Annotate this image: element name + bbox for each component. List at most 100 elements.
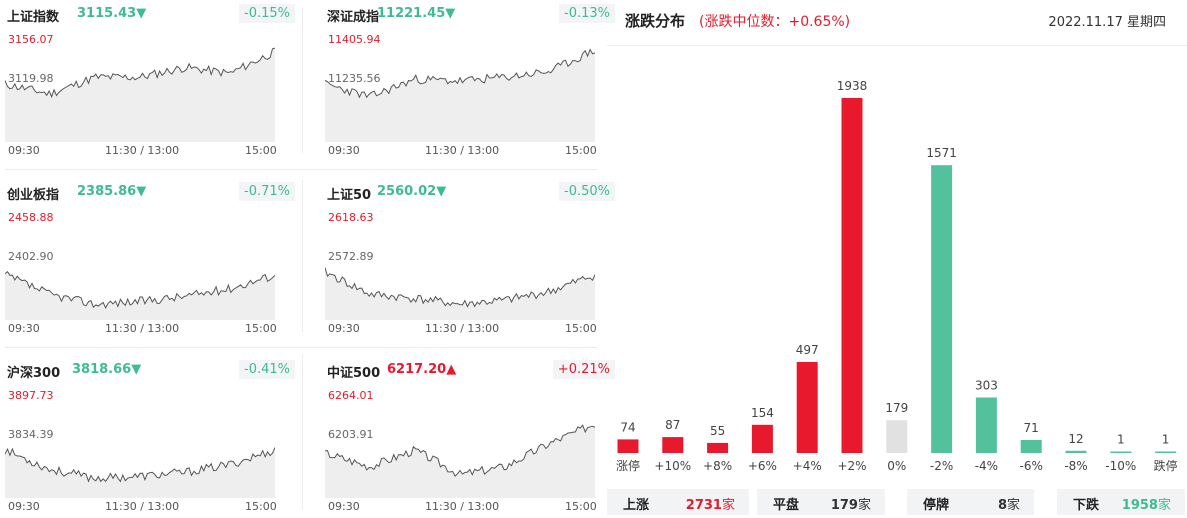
index-price: 2560.02▼ [377, 184, 447, 199]
index-header: 上证指数 3115.43▼ -0.15% [5, 0, 295, 26]
index-panel-zz500[interactable]: 中证500 6217.20▲ +0.21% 6264.01 6203.91 61… [325, 356, 615, 516]
row-divider [5, 169, 597, 170]
index-change-badge: -0.71% [239, 182, 295, 201]
index-panel-sh[interactable]: 上证指数 3115.43▼ -0.15% 3156.07 3119.98 308… [5, 0, 295, 160]
time-mid-label: 11:30 / 13:00 [105, 144, 180, 157]
stat-rise-value: 2731家 [685, 498, 735, 513]
time-start-label: 09:30 [8, 500, 40, 513]
axis-mid-label: 3834.39 [8, 428, 54, 441]
bar-0 [617, 439, 639, 453]
index-price: 2385.86▼ [77, 184, 147, 199]
down-arrow-icon: ▼ [136, 6, 147, 21]
bar-category-label: -8% [1064, 459, 1087, 473]
stat-suspended-label: 停牌 [923, 498, 950, 513]
bar-category-label: +4% [793, 459, 822, 473]
distribution-divider [607, 45, 1187, 46]
intraday-chart [5, 47, 275, 142]
time-start-label: 09:30 [8, 144, 40, 157]
distribution-date: 2022.11.17 星期四 [1048, 15, 1166, 30]
index-panel-hs300[interactable]: 沪深300 3818.66▼ -0.41% 3897.73 3834.39 37… [5, 356, 295, 516]
axis-high-label: 2458.88 [8, 211, 54, 224]
index-change-badge: -0.15% [239, 4, 295, 23]
index-name: 沪深300 [7, 366, 61, 381]
distribution-median: (涨跌中位数：+0.65%) [699, 14, 851, 30]
time-start-label: 09:30 [328, 500, 360, 513]
bar-category-label: +2% [837, 459, 866, 473]
bar-category-label: -4% [975, 459, 998, 473]
time-mid-label: 11:30 / 13:00 [425, 322, 500, 335]
intraday-chart [325, 48, 595, 142]
time-start-label: 09:30 [328, 322, 360, 335]
index-panel-sz50[interactable]: 上证50 2560.02▼ -0.50% 2618.63 2572.89 252… [325, 178, 615, 338]
bar-category-label: -6% [1020, 459, 1043, 473]
bar-3 [751, 424, 773, 453]
bar-11 [1110, 451, 1132, 453]
index-price: 11221.45▼ [377, 6, 456, 21]
index-header: 深证成指 11221.45▼ -0.13% [325, 0, 615, 26]
index-panel-sz[interactable]: 深证成指 11221.45▼ -0.13% 11405.94 11235.56 … [325, 0, 615, 160]
index-header: 沪深300 3818.66▼ -0.41% [5, 356, 295, 382]
down-arrow-icon: ▼ [131, 362, 142, 377]
down-arrow-icon: ▼ [445, 6, 456, 21]
intraday-line [325, 267, 595, 308]
index-price: 6217.20▲ [387, 362, 457, 377]
bar-4 [796, 362, 818, 453]
time-start-label: 09:30 [8, 322, 40, 335]
bar-category-label: 跌停 [1154, 458, 1178, 473]
row-divider [5, 347, 597, 348]
intraday-line [325, 48, 595, 99]
intraday-chart [325, 424, 595, 498]
time-end-label: 15:00 [565, 322, 597, 335]
index-name: 深证成指 [327, 10, 380, 25]
bar-category-label: -2% [930, 459, 953, 473]
stat-rise-label: 上涨 [623, 498, 650, 513]
panel-divider [302, 8, 303, 153]
intraday-area [325, 49, 595, 142]
bar-category-label: 0% [887, 459, 906, 473]
bar-value-label: 154 [751, 406, 774, 420]
index-header: 上证50 2560.02▼ -0.50% [325, 178, 615, 204]
stat-fall: 下跌 1958家 [1057, 489, 1185, 515]
index-name: 创业板指 [7, 188, 60, 203]
intraday-area [325, 425, 595, 498]
axis-mid-label: 3119.98 [8, 72, 54, 85]
stat-rise: 上涨 2731家 [607, 489, 749, 515]
intraday-line [5, 447, 275, 483]
index-panel-cyb[interactable]: 创业板指 2385.86▼ -0.71% 2458.88 2402.90 234… [5, 178, 295, 338]
bar-5 [841, 98, 863, 453]
bar-category-label: 涨停 [616, 458, 640, 473]
bar-category-label: +8% [703, 459, 732, 473]
index-price: 3818.66▼ [72, 362, 142, 377]
axis-high-label: 2618.63 [328, 211, 374, 224]
index-name: 上证指数 [7, 10, 60, 25]
bar-category-label: -10% [1105, 459, 1136, 473]
index-change-badge: -0.41% [239, 360, 295, 379]
bar-category-label: +10% [654, 459, 691, 473]
bar-value-label: 303 [975, 379, 998, 393]
bar-value-label: 1938 [837, 79, 868, 93]
stat-flat-value: 179家 [830, 498, 871, 513]
index-name: 上证50 [327, 188, 372, 203]
stat-fall-value: 1958家 [1121, 498, 1171, 513]
time-start-label: 09:30 [328, 144, 360, 157]
axis-mid-label: 2572.89 [328, 250, 374, 263]
bar-10 [1065, 450, 1087, 453]
intraday-chart [5, 270, 275, 320]
stat-suspended: 停牌 8家 [907, 489, 1034, 515]
bar-value-label: 71 [1024, 421, 1039, 435]
bar-2 [707, 442, 729, 453]
bar-12 [1155, 451, 1177, 453]
intraday-area [5, 447, 275, 498]
index-change-badge: +0.21% [552, 360, 615, 379]
time-end-label: 15:00 [245, 500, 277, 513]
time-mid-label: 11:30 / 13:00 [425, 144, 500, 157]
distribution-bar-chart: 74 涨停 87 +10% 55 +8% 154 +6% 497 +4% 1938 +2% 179 0% 1… [616, 79, 1178, 473]
time-end-label: 15:00 [565, 144, 597, 157]
index-header: 创业板指 2385.86▼ -0.71% [5, 178, 295, 204]
time-mid-label: 11:30 / 13:00 [105, 500, 180, 513]
bar-value-label: 497 [796, 343, 819, 357]
index-name: 中证500 [327, 366, 381, 381]
bar-1 [662, 437, 684, 453]
intraday-line [325, 424, 595, 477]
time-end-label: 15:00 [245, 144, 277, 157]
